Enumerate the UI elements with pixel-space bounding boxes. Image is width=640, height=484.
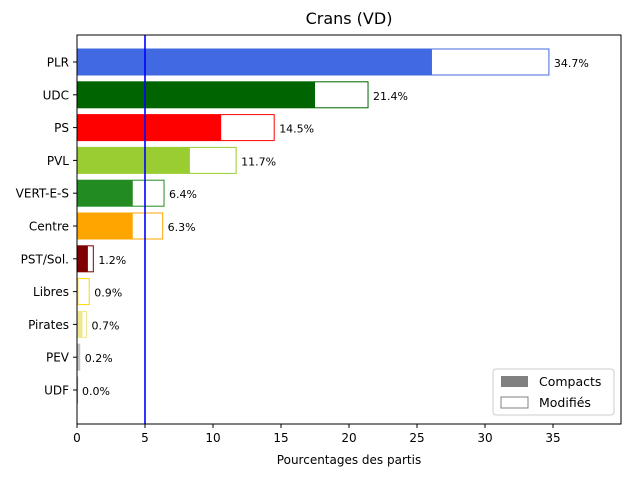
x-tick-label: 25 xyxy=(409,431,424,445)
y-tick-label: Centre xyxy=(29,220,69,234)
bar-compacts xyxy=(77,245,88,272)
bar-compacts xyxy=(77,180,133,207)
x-tick-label: 20 xyxy=(341,431,356,445)
x-tick-label: 0 xyxy=(73,431,81,445)
bar-value-label: 6.3% xyxy=(168,221,196,234)
x-tick-label: 30 xyxy=(477,431,492,445)
value-labels-layer: 34.7% 21.4% 14.5% 11.7% 6.4% 6.3% 1.2% 0.9% 0.7%… xyxy=(82,57,589,398)
y-tick-label: Pirates xyxy=(28,318,69,332)
bar-compacts xyxy=(77,81,315,108)
bar-value-label: 14.5% xyxy=(279,123,314,136)
x-axis: 0 5 10 15 20 25 30 35 xyxy=(73,424,561,445)
bar-value-label: 0.0% xyxy=(82,385,110,398)
x-tick-label: 35 xyxy=(545,431,560,445)
bar-value-label: 0.7% xyxy=(92,319,120,332)
y-tick-label: PS xyxy=(54,121,69,135)
bar-compacts xyxy=(77,278,79,305)
y-tick-label: UDF xyxy=(44,384,69,398)
x-tick-label: 5 xyxy=(141,431,149,445)
bar-compacts xyxy=(77,311,83,338)
bar-value-label: 34.7% xyxy=(554,57,589,70)
legend: Compacts Modifiés xyxy=(492,368,615,416)
y-tick-label: PVL xyxy=(47,154,69,168)
bar-value-label: 0.9% xyxy=(94,287,122,300)
legend-swatch xyxy=(500,396,529,409)
y-tick-label: PST/Sol. xyxy=(21,252,69,266)
legend-label: Compacts xyxy=(539,374,601,389)
bar-modifies xyxy=(76,278,90,306)
bar-compacts xyxy=(77,147,190,174)
bar-value-label: 11.7% xyxy=(241,155,276,168)
y-tick-label: UDC xyxy=(43,88,69,102)
bar-value-label: 21.4% xyxy=(373,90,408,103)
y-axis: PLR UDC PS PVL VERT-E-S Centre PST/Sol. Libres P… xyxy=(16,56,77,398)
bar-value-label: 6.4% xyxy=(169,188,197,201)
chart-title: Crans (VD) xyxy=(306,9,393,28)
y-tick-label: Libres xyxy=(33,285,69,299)
bar-compacts xyxy=(77,49,432,75)
x-tick-label: 15 xyxy=(273,431,288,445)
bar-compacts xyxy=(77,114,222,141)
legend-swatch xyxy=(501,376,528,387)
bar-value-label: 0.2% xyxy=(85,352,113,365)
bar-compacts xyxy=(77,344,80,371)
y-tick-label: PLR xyxy=(47,56,69,70)
x-axis-label: Pourcentages des partis xyxy=(277,453,421,467)
y-tick-label: VERT-E-S xyxy=(16,187,69,201)
bar-value-label: 1.2% xyxy=(98,254,126,267)
y-tick-label: PEV xyxy=(46,351,70,365)
bar-compacts xyxy=(77,213,133,239)
x-tick-label: 10 xyxy=(205,431,220,445)
legend-label: Modifiés xyxy=(539,395,591,410)
bars-layer xyxy=(76,48,550,404)
